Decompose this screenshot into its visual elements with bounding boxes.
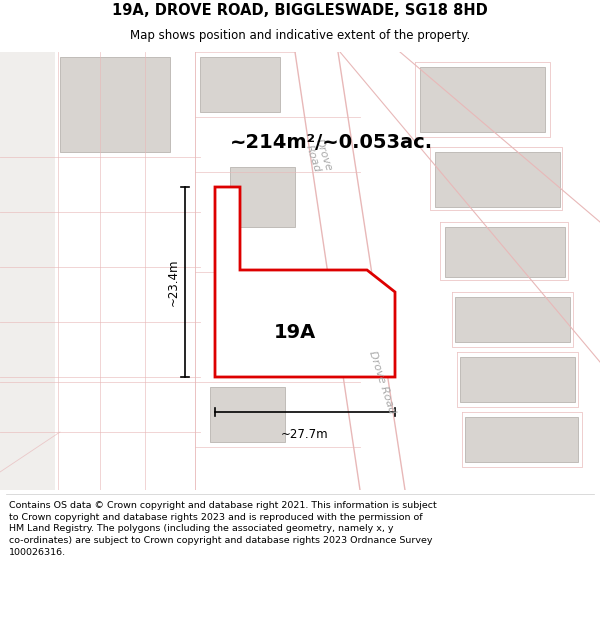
Text: ~27.7m: ~27.7m: [281, 428, 329, 441]
Text: ~214m²/~0.053ac.: ~214m²/~0.053ac.: [230, 132, 433, 151]
Polygon shape: [455, 297, 570, 342]
Text: Drove
Road: Drove Road: [302, 138, 334, 176]
Polygon shape: [460, 357, 575, 402]
Polygon shape: [0, 52, 55, 490]
Polygon shape: [220, 272, 290, 352]
Text: 19A: 19A: [274, 322, 316, 341]
Text: Drove Road: Drove Road: [367, 349, 397, 415]
Text: Map shows position and indicative extent of the property.: Map shows position and indicative extent…: [130, 29, 470, 42]
Polygon shape: [445, 227, 565, 277]
Text: Contains OS data © Crown copyright and database right 2021. This information is : Contains OS data © Crown copyright and d…: [9, 501, 437, 557]
Polygon shape: [60, 57, 170, 152]
Text: 19A, DROVE ROAD, BIGGLESWADE, SG18 8HD: 19A, DROVE ROAD, BIGGLESWADE, SG18 8HD: [112, 2, 488, 18]
Polygon shape: [230, 167, 295, 227]
Polygon shape: [215, 187, 395, 377]
Text: ~23.4m: ~23.4m: [167, 258, 179, 306]
Polygon shape: [210, 387, 285, 442]
Polygon shape: [200, 57, 280, 112]
Polygon shape: [420, 67, 545, 132]
Polygon shape: [465, 417, 578, 462]
Polygon shape: [435, 152, 560, 207]
